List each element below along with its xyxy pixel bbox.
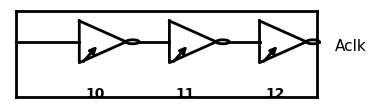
Text: 12: 12 xyxy=(266,87,285,101)
Text: 11: 11 xyxy=(176,87,195,101)
Text: Aclk: Aclk xyxy=(335,39,367,54)
Text: 10: 10 xyxy=(86,87,105,101)
